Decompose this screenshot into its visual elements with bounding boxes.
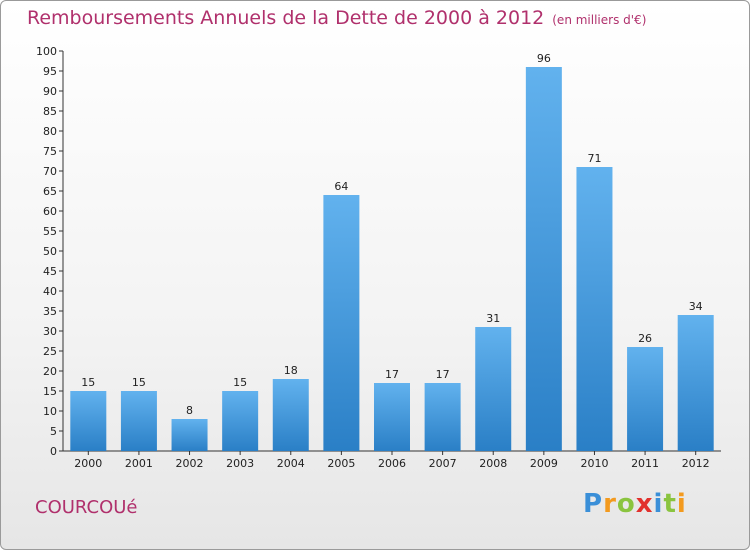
- y-tick-label: 85: [43, 105, 57, 118]
- y-tick-label: 70: [43, 165, 57, 178]
- commune-name: COURCOUé: [35, 497, 138, 518]
- y-tick-label: 45: [43, 265, 57, 278]
- bar-2012: [677, 315, 714, 451]
- x-tick-label-2011: 2011: [631, 457, 659, 470]
- data-label-2005: 64: [334, 180, 348, 193]
- y-tick-label: 55: [43, 225, 57, 238]
- x-tick-label-2000: 2000: [74, 457, 102, 470]
- x-tick-label-2001: 2001: [125, 457, 153, 470]
- data-label-2011: 26: [638, 332, 652, 345]
- y-tick-label: 60: [43, 205, 57, 218]
- y-tick-label: 25: [43, 345, 57, 358]
- y-tick-label: 35: [43, 305, 57, 318]
- logo-letter: P: [583, 489, 604, 519]
- x-tick-label-2010: 2010: [580, 457, 608, 470]
- y-tick-label: 5: [50, 425, 57, 438]
- chart-title-text: Remboursements Annuels de la Dette de 20…: [27, 7, 545, 29]
- chart-subtitle: (en milliers d'€): [552, 13, 647, 27]
- bar-2002: [171, 419, 208, 451]
- data-label-2008: 31: [486, 312, 500, 325]
- data-label-2006: 17: [385, 368, 399, 381]
- logo-letter: i: [653, 489, 664, 519]
- data-label-2010: 71: [587, 152, 601, 165]
- x-tick-label-2007: 2007: [429, 457, 457, 470]
- x-tick-label-2002: 2002: [176, 457, 204, 470]
- y-tick-label: 65: [43, 185, 57, 198]
- bar-2005: [323, 195, 360, 451]
- y-tick-label: 10: [43, 405, 57, 418]
- x-tick-label-2008: 2008: [479, 457, 507, 470]
- y-tick-label: 100: [36, 45, 57, 58]
- x-tick-label-2006: 2006: [378, 457, 406, 470]
- x-tick-label-2003: 2003: [226, 457, 254, 470]
- x-tick-label-2004: 2004: [277, 457, 305, 470]
- x-tick-label-2012: 2012: [682, 457, 710, 470]
- logo-letter: o: [616, 489, 636, 519]
- logo-letter: t: [663, 489, 677, 519]
- y-tick-label: 15: [43, 385, 57, 398]
- bar-2006: [374, 383, 410, 451]
- data-label-2012: 34: [689, 300, 703, 313]
- bar-2011: [627, 347, 664, 451]
- bar-2000: [70, 391, 107, 451]
- bar-2009: [525, 67, 562, 451]
- y-tick-label: 20: [43, 365, 57, 378]
- y-tick-label: 30: [43, 325, 57, 338]
- y-tick-label: 75: [43, 145, 57, 158]
- x-tick-label-2005: 2005: [327, 457, 355, 470]
- y-tick-label: 0: [50, 445, 57, 458]
- bar-2007: [424, 383, 461, 451]
- bar-2008: [475, 327, 512, 451]
- data-label-2001: 15: [132, 376, 146, 389]
- bar-2001: [120, 391, 157, 451]
- data-label-2009: 96: [537, 52, 551, 65]
- x-tick-label-2009: 2009: [530, 457, 558, 470]
- chart-bars: 15 15 8 15 18 64 17 17 31 96 71 26 34: [70, 52, 714, 451]
- data-label-2004: 18: [284, 364, 298, 377]
- bar-2003: [222, 391, 259, 451]
- proxiti-logo: Proxiti: [583, 489, 687, 519]
- y-tick-label: 50: [43, 245, 57, 258]
- data-label-2002: 8: [186, 404, 193, 417]
- chart-title: Remboursements Annuels de la Dette de 20…: [27, 7, 646, 29]
- bar-2004: [272, 379, 309, 451]
- data-label-2000: 15: [81, 376, 95, 389]
- bar-2010: [576, 167, 613, 451]
- data-label-2007: 17: [436, 368, 450, 381]
- y-tick-label: 80: [43, 125, 57, 138]
- logo-letter: x: [635, 489, 654, 519]
- logo-letter: i: [676, 489, 687, 519]
- y-tick-label: 40: [43, 285, 57, 298]
- y-tick-label: 95: [43, 65, 57, 78]
- y-tick-label: 90: [43, 85, 57, 98]
- data-label-2003: 15: [233, 376, 247, 389]
- logo-letter: r: [603, 489, 617, 519]
